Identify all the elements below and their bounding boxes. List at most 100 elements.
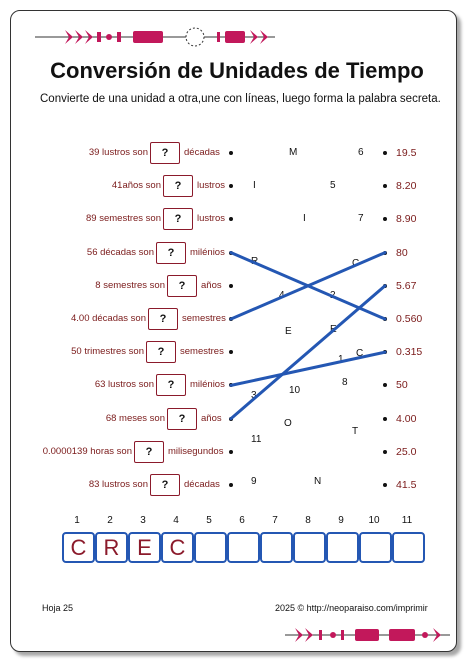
row-left-label: 63 lustros son	[94, 379, 154, 391]
left-dot[interactable]	[229, 449, 233, 454]
letter-cell[interactable]	[326, 532, 359, 563]
answer-box[interactable]: ?	[146, 341, 176, 364]
row-unit-label: años	[201, 279, 222, 291]
answer-box[interactable]: ?	[156, 374, 186, 397]
grid-letter: M	[289, 147, 298, 158]
row-unit-label: milisegundos	[168, 445, 224, 457]
position-number: 5	[206, 515, 212, 526]
page-number: Hoja 25	[42, 603, 74, 613]
row-unit-label: lustros	[197, 180, 225, 192]
left-dot[interactable]	[229, 283, 233, 288]
row-left-label: 83 lustros son	[88, 479, 148, 490]
row-left-label: 0.0000139 horas son	[42, 445, 132, 457]
row-unit-label: años	[201, 412, 222, 424]
grid-letter: 1	[338, 354, 344, 365]
letter-cell[interactable]	[392, 532, 425, 563]
right-dot[interactable]	[383, 217, 387, 222]
letter-cell[interactable]	[227, 532, 260, 563]
row-left-label: 4.00 décadas son	[70, 313, 146, 324]
answer-value: 8.20	[396, 180, 417, 193]
position-number: 4	[173, 515, 179, 526]
row-unit-label: milénios	[190, 246, 225, 258]
letter-cell[interactable]	[260, 532, 293, 563]
position-number: 3	[140, 515, 146, 526]
row-unit-label: semestres	[182, 313, 226, 324]
left-dot[interactable]	[229, 350, 233, 355]
row-left-label: 56 décadas son	[86, 246, 154, 258]
instructions: Convierte de una unidad a otra,une con l…	[40, 93, 441, 105]
answer-value: 80	[396, 246, 408, 259]
connection-line	[229, 284, 387, 421]
position-number: 11	[401, 515, 413, 526]
grid-letter: 7	[358, 213, 364, 224]
row-unit-label: semestres	[180, 346, 224, 358]
letter-cell[interactable]: E	[128, 532, 161, 563]
answer-value: 4.00	[396, 412, 417, 425]
row-unit-label: lustros	[197, 213, 225, 225]
left-dot[interactable]	[229, 483, 233, 487]
right-dot[interactable]	[383, 184, 387, 189]
grid-letter: 9	[251, 476, 257, 487]
answer-box[interactable]: ?	[148, 308, 178, 330]
right-dot[interactable]	[383, 151, 387, 155]
grid-letter: 3	[251, 390, 257, 401]
answer-box[interactable]: ?	[150, 142, 180, 164]
grid-letter: I	[303, 213, 306, 224]
connection-line	[229, 350, 387, 387]
answer-value: 50	[396, 379, 408, 392]
top-ornament	[35, 27, 275, 47]
answer-value: 8.90	[396, 213, 417, 226]
left-dot[interactable]	[229, 184, 233, 189]
letter-cell[interactable]: R	[95, 532, 128, 563]
grid-letter: C	[352, 258, 360, 269]
right-dot[interactable]	[383, 416, 387, 421]
row-left-label: 41años son	[111, 180, 161, 192]
letter-cell[interactable]	[293, 532, 326, 563]
answer-box[interactable]: ?	[163, 175, 193, 198]
answer-value: 0.315	[396, 346, 423, 359]
answer-box[interactable]: ?	[156, 241, 186, 264]
position-number: 6	[239, 515, 245, 526]
row-left-label: 8 semestres son	[95, 279, 165, 291]
answer-box[interactable]: ?	[167, 274, 197, 297]
row-left-label: 89 semestres son	[86, 213, 161, 225]
answer-box[interactable]: ?	[150, 474, 180, 496]
answer-box[interactable]: ?	[167, 407, 197, 430]
left-dot[interactable]	[229, 217, 233, 222]
position-number: 7	[272, 515, 278, 526]
answer-value: 25.0	[396, 445, 417, 458]
right-dot[interactable]	[383, 383, 387, 388]
answer-box[interactable]: ?	[163, 208, 193, 231]
letter-cell[interactable]	[359, 532, 392, 563]
answer-box[interactable]: ?	[134, 440, 164, 463]
footer-credit: 2025 © http://neoparaiso.com/imprimir	[275, 603, 428, 613]
grid-letter: C	[356, 348, 364, 359]
grid-letter: 11	[251, 434, 262, 445]
grid-letter: I	[253, 180, 256, 191]
grid-letter: 6	[358, 147, 364, 158]
answer-value: 41.5	[396, 479, 417, 491]
position-number: 10	[368, 515, 380, 526]
row-unit-label: milénios	[190, 379, 225, 391]
letter-cell[interactable]: C	[62, 532, 95, 563]
letter-cell[interactable]	[194, 532, 227, 563]
grid-letter: 8	[342, 377, 348, 388]
position-number: 2	[107, 515, 113, 526]
grid-letter: N	[314, 476, 322, 487]
bottom-ornament	[285, 628, 450, 642]
right-dot[interactable]	[383, 449, 387, 454]
row-unit-label: décadas	[184, 147, 220, 158]
row-unit-label: décadas	[184, 479, 220, 490]
letter-cell[interactable]: C	[161, 532, 194, 563]
left-dot[interactable]	[229, 151, 233, 155]
row-left-label: 50 trimestres son	[71, 346, 144, 358]
row-left-label: 68 meses son	[105, 412, 165, 424]
right-dot[interactable]	[383, 483, 387, 487]
position-number: 1	[74, 515, 80, 526]
position-number: 8	[305, 515, 311, 526]
grid-letter: E	[285, 326, 292, 337]
row-left-label: 39 lustros son	[88, 147, 148, 158]
page-title: Conversión de Unidades de Tiempo	[50, 58, 424, 83]
answer-value: 19.5	[396, 147, 417, 159]
